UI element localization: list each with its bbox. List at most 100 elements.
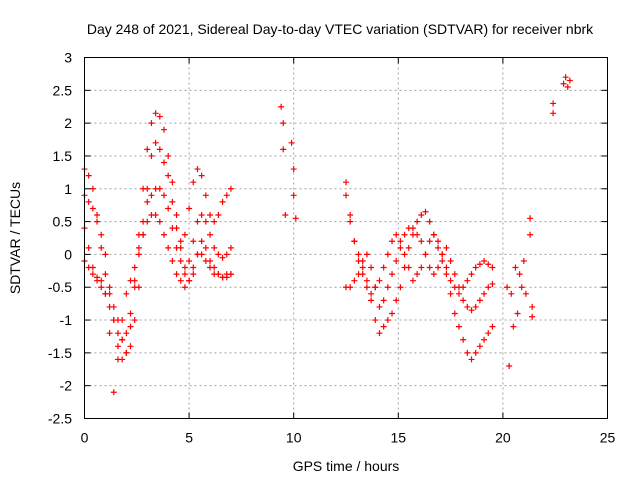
data-point <box>85 198 92 205</box>
data-point <box>215 271 222 278</box>
data-point <box>485 330 492 337</box>
data-point <box>148 120 155 127</box>
data-point <box>152 212 159 219</box>
data-point <box>529 303 536 310</box>
data-point <box>376 277 383 284</box>
data-point <box>455 323 462 330</box>
data-point <box>481 336 488 343</box>
x-axis-label: GPS time / hours <box>293 458 400 474</box>
data-point <box>194 166 201 173</box>
x-tick-label: 20 <box>495 430 511 446</box>
data-point <box>219 274 226 281</box>
data-point <box>181 231 188 238</box>
data-point <box>464 303 471 310</box>
x-tick-label: 0 <box>81 430 89 446</box>
y-tick-labels: -2.5 -2 -1.5 -1 -0.5 0 0.5 1 1.5 2 2.5 3 <box>48 50 72 427</box>
data-point <box>127 310 134 317</box>
data-point <box>127 343 134 350</box>
data-point <box>476 297 483 304</box>
data-point <box>202 218 209 225</box>
data-point <box>177 238 184 245</box>
data-point <box>89 205 96 212</box>
data-point <box>131 317 138 324</box>
data-point <box>405 264 412 271</box>
data-point <box>397 244 404 251</box>
data-point <box>460 297 467 304</box>
data-point <box>363 251 370 258</box>
data-point <box>160 126 167 133</box>
data-point <box>430 271 437 278</box>
data-point <box>435 238 442 245</box>
data-point <box>472 349 479 356</box>
data-point <box>460 336 467 343</box>
data-point <box>380 264 387 271</box>
series-arc-j <box>527 74 573 320</box>
data-point <box>156 185 163 192</box>
data-point <box>156 146 163 153</box>
data-point <box>148 192 155 199</box>
data-point <box>426 238 433 245</box>
data-point <box>527 231 534 238</box>
data-point <box>347 212 354 219</box>
data-point <box>363 277 370 284</box>
data-point <box>368 297 375 304</box>
data-point <box>372 317 379 324</box>
data-point <box>481 257 488 264</box>
data-point <box>89 185 96 192</box>
data-point <box>198 212 205 219</box>
y-tick-label: -1 <box>60 312 73 328</box>
data-point <box>401 231 408 238</box>
data-point <box>190 264 197 271</box>
data-point <box>564 84 571 91</box>
y-tick-label: 1.5 <box>53 148 73 164</box>
data-point <box>119 317 126 324</box>
data-point <box>152 139 159 146</box>
data-point <box>198 172 205 179</box>
data-point <box>165 172 172 179</box>
data-point <box>347 218 354 225</box>
data-point <box>359 257 366 264</box>
data-point <box>227 185 234 192</box>
data-point <box>389 238 396 245</box>
y-axis-label: SDTVAR / TECUs <box>7 182 23 294</box>
data-point <box>384 251 391 258</box>
data-point <box>227 271 234 278</box>
data-point <box>186 205 193 212</box>
series-arc-e <box>278 103 299 222</box>
data-point <box>439 257 446 264</box>
data-point <box>504 284 511 291</box>
data-point <box>123 290 130 297</box>
data-point <box>98 231 105 238</box>
data-point <box>160 231 167 238</box>
data-point <box>464 277 471 284</box>
data-point <box>359 264 366 271</box>
data-point <box>422 251 429 258</box>
data-point <box>468 271 475 278</box>
chart-title: Day 248 of 2021, Sidereal Day-to-day VTE… <box>87 21 594 37</box>
data-point <box>110 317 117 324</box>
data-point <box>476 343 483 350</box>
data-point <box>512 264 519 271</box>
data-point <box>211 244 218 251</box>
data-point <box>550 110 557 117</box>
data-point <box>181 284 188 291</box>
data-point <box>522 290 529 297</box>
data-point <box>393 257 400 264</box>
data-point <box>177 277 184 284</box>
data-point <box>418 238 425 245</box>
data-point <box>173 271 180 278</box>
data-point <box>198 251 205 258</box>
data-point <box>485 261 492 268</box>
data-point <box>351 238 358 245</box>
data-point <box>472 303 479 310</box>
data-point <box>131 284 138 291</box>
data-point <box>114 330 121 337</box>
data-point <box>355 251 362 258</box>
data-point <box>476 261 483 268</box>
data-point <box>418 264 425 271</box>
data-point <box>508 290 515 297</box>
data-point <box>98 244 105 251</box>
y-tick-label: 3 <box>64 50 72 66</box>
data-point <box>460 284 467 291</box>
x-tick-label: 15 <box>391 430 407 446</box>
